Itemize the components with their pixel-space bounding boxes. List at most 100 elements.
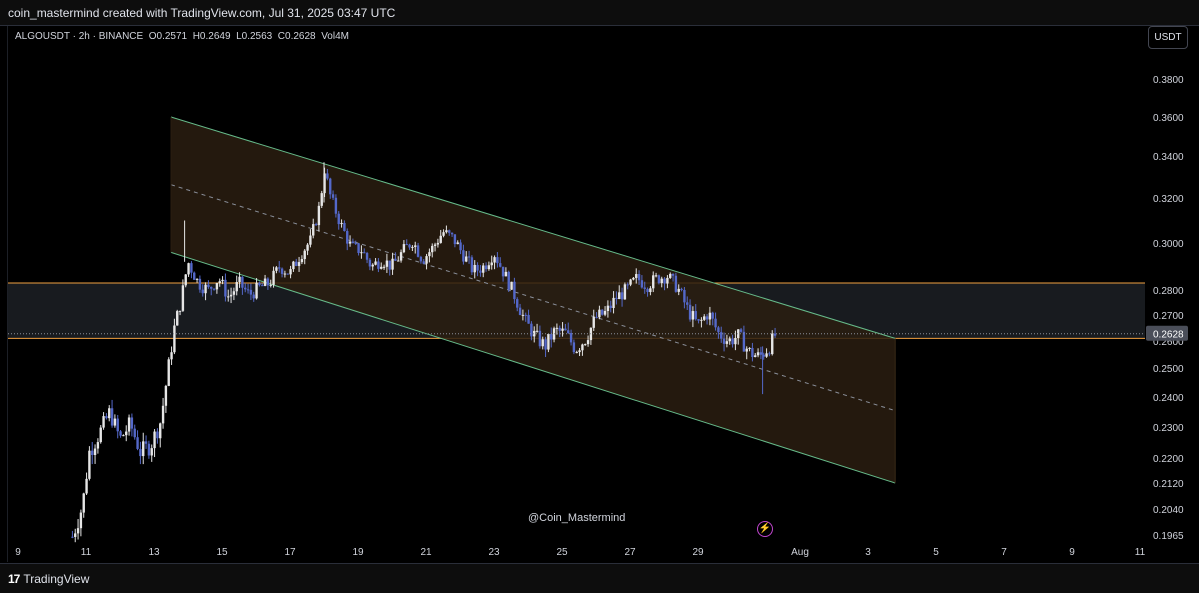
candle-body [722,338,726,344]
candle-body [518,307,522,315]
x-tick-label: 7 [1001,547,1007,558]
candle-body [626,284,629,286]
candle-body [572,342,576,353]
candle-body [708,312,712,320]
candle-body [603,311,607,315]
candle-body [130,417,134,429]
candle-body [193,272,196,280]
candle-body [363,252,366,254]
candle-body [513,281,516,300]
candle-body [385,260,389,267]
candle-body [618,292,621,300]
candle-body [725,341,729,344]
candle-body [759,352,763,355]
candle-body [683,289,686,303]
candle-body [586,340,590,345]
candle-body [711,312,714,319]
candle-body [510,281,513,290]
candle-body [558,327,561,331]
candle-body [71,536,74,538]
candle-body [261,285,264,287]
candle-body [408,244,411,248]
candle-body [122,435,125,437]
candle-body [371,264,374,267]
candle-body [504,271,508,277]
candle-body [671,273,675,276]
candle-body [312,224,315,236]
candle-body [365,253,369,260]
candle-body [598,309,601,318]
candle-body [309,235,312,245]
lightning-icon[interactable]: ⚡ [757,521,773,537]
candle-body [343,222,346,232]
candle-body [592,316,595,328]
candle-body [453,234,457,245]
candle-body [354,242,357,244]
open-value: 0.2571 [156,31,188,42]
candle-body [289,269,292,275]
tradingview-brand[interactable]: 17 TradingView [8,572,89,586]
y-tick-label: 0.2700 [1153,311,1184,322]
candle-body [402,244,406,253]
y-tick-label: 0.2040 [1153,505,1184,516]
candle-body [323,173,326,194]
candle-body [346,231,349,244]
candle-body [229,294,233,297]
candle-body [601,309,604,315]
candle-body [190,263,193,273]
x-tick-label: 11 [1135,547,1146,558]
candle-body [436,242,440,245]
candle-body [187,263,190,275]
candle-body [201,289,204,294]
y-tick-label: 0.2300 [1153,423,1184,434]
candle-body [283,273,287,275]
candle-body [93,448,97,456]
candle-body [161,405,165,424]
candle-body [272,270,275,285]
candle-body [654,275,658,277]
candle-body [635,274,638,278]
candle-body [357,243,360,254]
candle-body [677,288,680,292]
candle-body [246,289,250,291]
candle-body [499,263,502,267]
candle-body [680,288,683,290]
candle-body [501,266,505,277]
candle-body [700,319,703,321]
candle-body [663,278,666,284]
candle-body [516,299,519,308]
candle-body [195,278,199,280]
candle-body [178,310,182,312]
candle-body [159,423,162,439]
candle-body [615,297,618,300]
candle-body [300,259,304,263]
candle-body [575,352,578,354]
currency-button[interactable]: USDT [1148,26,1188,49]
close-label: C [277,31,286,42]
candle-body [419,256,423,262]
candle-body [569,333,573,343]
candle-body [238,276,241,283]
candle-body [745,348,748,352]
candle-body [232,291,236,295]
ohlc-legend: ALGOUSDT · 2h · BINANCE O0.2571 H0.2649 … [15,31,349,42]
candle-body [762,354,765,357]
last-price-badge [1146,325,1188,341]
candle-body [99,427,102,443]
candle-body [649,288,652,293]
candle-body [278,267,281,269]
candle-body [705,316,709,320]
candle-body [476,264,479,271]
candle-body [657,275,661,284]
candle-body [176,311,179,326]
candle-body [113,418,117,426]
channel-lower-line [170,251,896,484]
candle-body [448,230,451,233]
x-tick-label: 9 [15,547,21,558]
candle-body [620,292,624,300]
candle-body [314,224,318,226]
candle-body [490,262,493,266]
candle-body [212,288,216,290]
candle-body [210,286,213,289]
